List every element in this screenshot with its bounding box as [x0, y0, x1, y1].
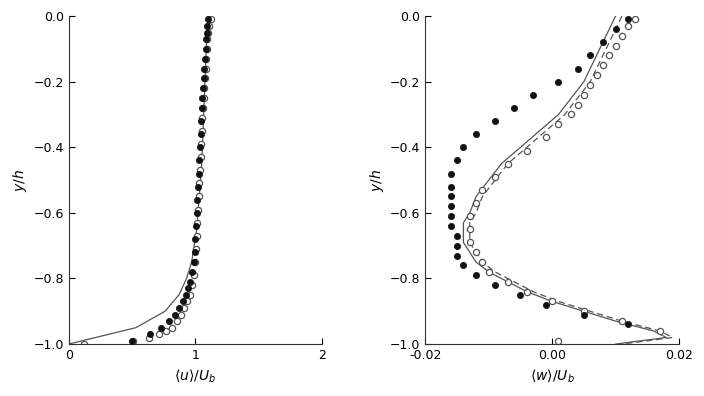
Y-axis label: $y/h$: $y/h$ — [11, 169, 29, 192]
Y-axis label: $y/h$: $y/h$ — [367, 169, 386, 192]
X-axis label: $\langle u\rangle/U_b$: $\langle u\rangle/U_b$ — [175, 367, 217, 385]
X-axis label: $\langle w\rangle/U_b$: $\langle w\rangle/U_b$ — [530, 367, 574, 385]
